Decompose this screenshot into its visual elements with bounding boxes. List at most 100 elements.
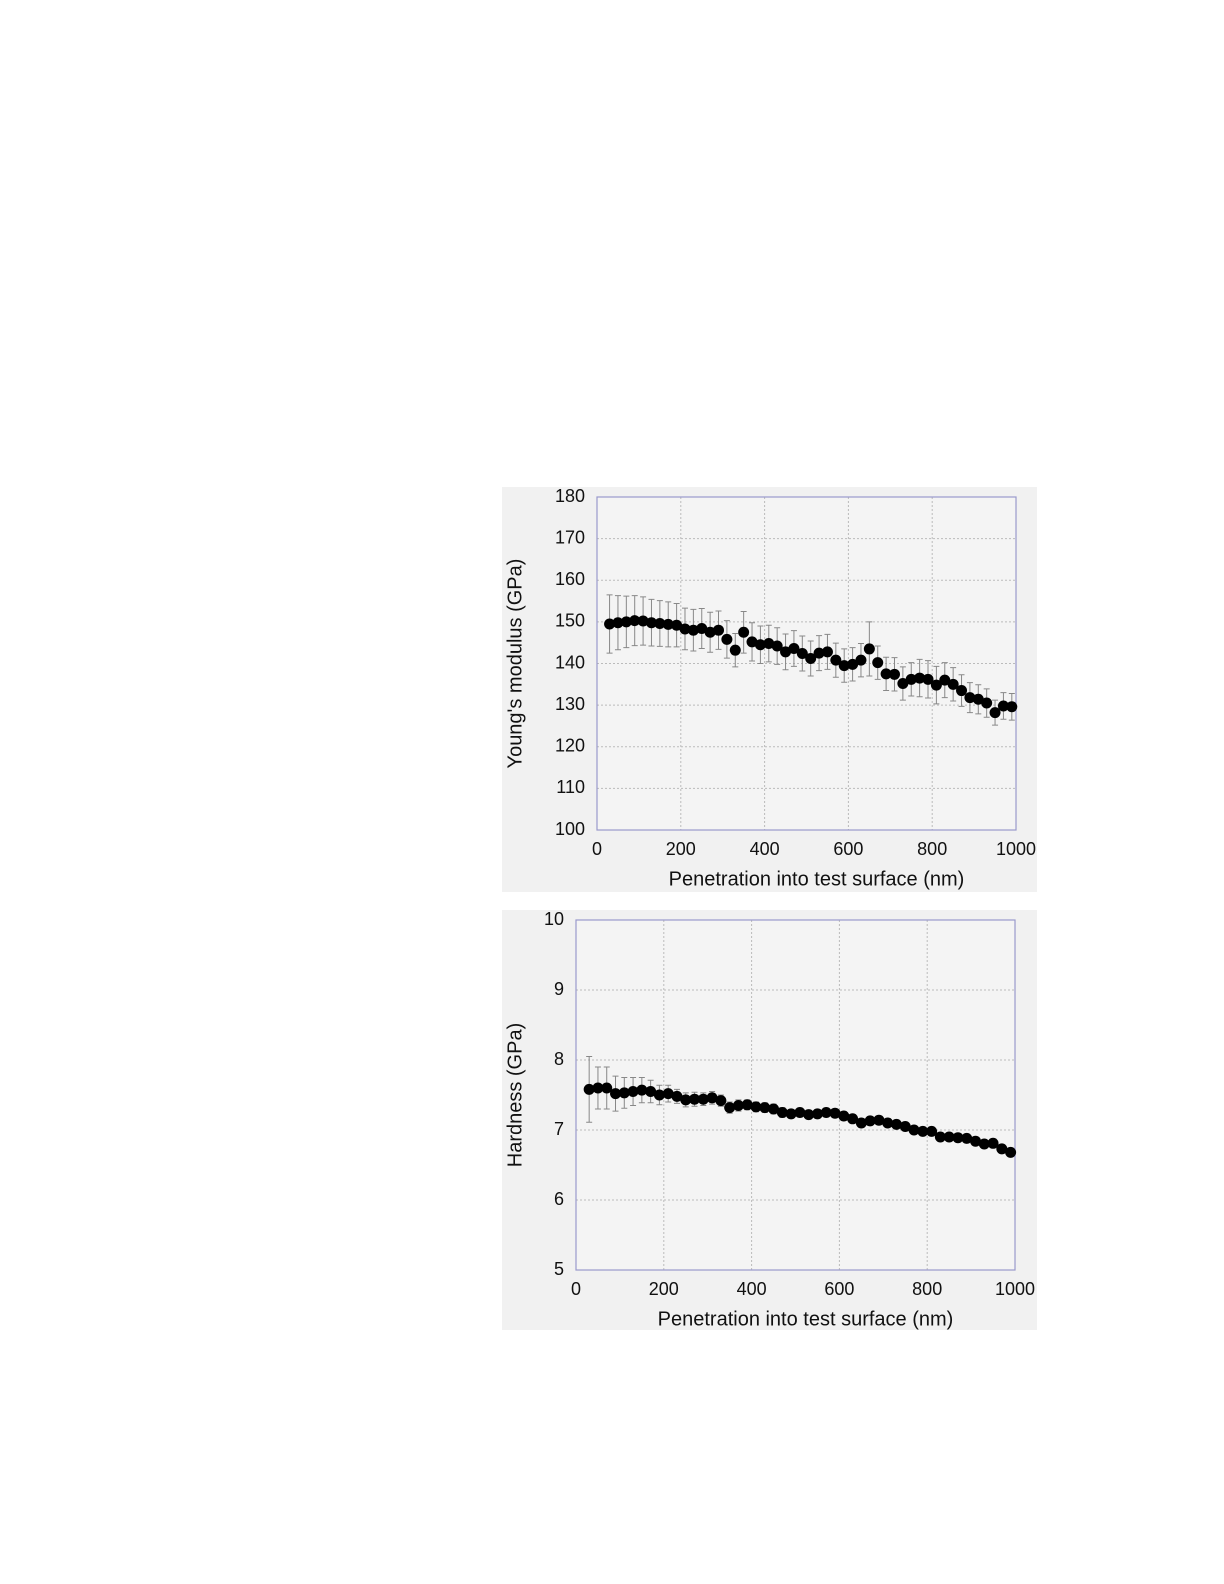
y-tick-label: 140 <box>555 652 585 672</box>
data-point <box>724 1102 736 1114</box>
data-point <box>956 685 968 697</box>
data-point <box>811 1108 823 1120</box>
data-point <box>612 617 624 629</box>
data-point <box>601 1082 613 1094</box>
data-point <box>1005 1146 1017 1158</box>
data-point <box>780 646 792 658</box>
data-point <box>855 1117 867 1129</box>
data-point <box>880 668 892 680</box>
data-point <box>838 1110 850 1122</box>
data-point <box>930 679 942 691</box>
data-point <box>805 653 817 665</box>
y-tick-label: 5 <box>554 1259 564 1279</box>
data-point <box>905 673 917 685</box>
data-point <box>978 1138 990 1150</box>
x-tick-label: 0 <box>592 839 602 859</box>
data-point <box>645 1086 657 1097</box>
data-point <box>738 626 750 638</box>
x-tick-label: 200 <box>649 1279 679 1299</box>
y-axis-label: Young's modulus (GPa) <box>504 559 526 769</box>
data-point <box>947 678 959 690</box>
data-point <box>922 673 934 685</box>
data-point <box>697 1093 709 1105</box>
data-point <box>636 1084 648 1096</box>
data-point <box>754 639 766 651</box>
data-point <box>687 624 699 636</box>
y-tick-label: 130 <box>555 694 585 714</box>
data-point <box>961 1132 973 1144</box>
data-point <box>821 646 833 658</box>
data-point <box>796 648 808 660</box>
x-tick-label: 1000 <box>996 839 1036 859</box>
data-point <box>662 618 674 630</box>
data-point <box>618 1087 630 1099</box>
x-tick-label: 400 <box>737 1279 767 1299</box>
data-point <box>908 1124 920 1136</box>
data-point <box>706 1092 718 1104</box>
data-point <box>872 657 884 669</box>
data-point <box>721 633 733 645</box>
x-tick-label: 800 <box>912 1279 942 1299</box>
data-point <box>759 1102 771 1114</box>
data-point <box>820 1107 832 1118</box>
plot-frame <box>575 919 1016 1271</box>
y-tick-label: 6 <box>554 1189 564 1209</box>
y-tick-label: 150 <box>555 611 585 631</box>
data-point <box>604 618 616 630</box>
data-point <box>776 1107 788 1118</box>
data-point <box>592 1082 604 1094</box>
y-tick-label: 8 <box>554 1049 564 1069</box>
data-point <box>952 1132 964 1144</box>
data-point <box>939 674 951 686</box>
data-point <box>689 1093 701 1105</box>
data-point <box>629 615 641 627</box>
x-tick-label: 1000 <box>995 1279 1035 1299</box>
data-point <box>847 1113 859 1125</box>
data-point <box>768 1103 780 1115</box>
data-point <box>763 638 775 650</box>
data-point <box>969 1135 981 1147</box>
data-point <box>882 1117 894 1129</box>
data-point <box>654 618 666 630</box>
data-point <box>750 1101 762 1113</box>
data-point <box>662 1088 674 1100</box>
data-point <box>627 1086 639 1097</box>
x-tick-label: 200 <box>666 839 696 859</box>
data-point <box>1006 701 1018 713</box>
data-point <box>704 626 716 638</box>
y-tick-label: 10 <box>544 909 564 929</box>
data-point <box>987 1137 999 1149</box>
data-point <box>888 668 900 680</box>
data-point <box>729 644 741 656</box>
x-tick-label: 800 <box>917 839 947 859</box>
data-point <box>847 658 859 670</box>
data-point <box>899 1121 911 1132</box>
y-tick-label: 120 <box>555 736 585 756</box>
data-point <box>829 1107 841 1119</box>
data-point <box>785 1108 797 1120</box>
data-point <box>996 1143 1008 1155</box>
data-point <box>741 1099 753 1111</box>
x-tick-label: 600 <box>824 1279 854 1299</box>
data-point <box>890 1118 902 1130</box>
data-point <box>771 640 783 652</box>
data-point <box>620 616 632 628</box>
data-point <box>671 1090 683 1102</box>
data-point <box>943 1131 955 1143</box>
y-axis-label: Hardness (GPa) <box>504 1023 526 1168</box>
data-point <box>713 624 725 636</box>
data-point <box>671 619 683 631</box>
data-point <box>583 1083 595 1095</box>
plot-frame <box>596 496 1017 831</box>
data-point <box>610 1088 622 1100</box>
x-tick-label: 600 <box>833 839 863 859</box>
data-point <box>838 660 850 672</box>
y-tick-label: 9 <box>554 979 564 999</box>
data-point <box>680 1094 692 1106</box>
data-point <box>746 636 758 648</box>
data-point <box>863 643 875 655</box>
data-point <box>637 615 649 627</box>
data-point <box>864 1115 876 1127</box>
